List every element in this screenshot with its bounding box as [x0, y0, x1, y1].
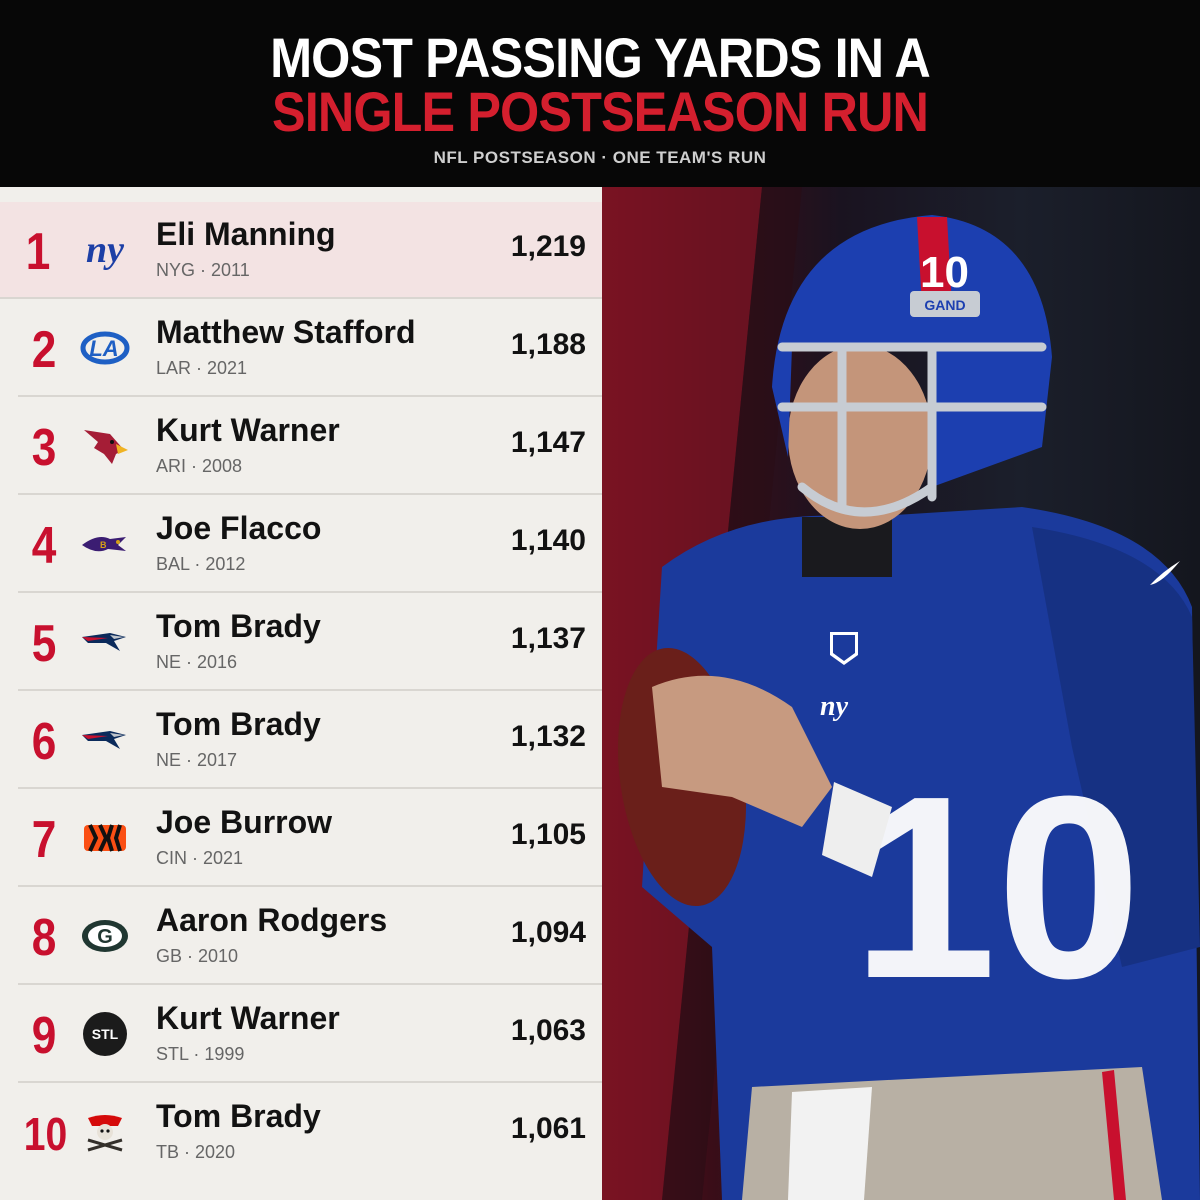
yards-value: 1,132 — [510, 720, 586, 753]
rank-number: 5 — [31, 615, 57, 673]
yards-value: 1,147 — [510, 426, 586, 459]
svg-text:ny: ny — [86, 230, 124, 270]
rank-number: 2 — [31, 321, 57, 379]
svg-text:G: G — [97, 926, 113, 948]
bengals-logo-icon — [80, 816, 130, 860]
player-meta: ARI · 2008 — [156, 456, 243, 476]
player-name: Joe Flacco — [156, 510, 322, 546]
ranking-row-9: 9 STL Kurt Warner STL · 1999 1,063 — [18, 986, 602, 1083]
player-name: Kurt Warner — [156, 1000, 340, 1036]
rank-number: 7 — [31, 811, 57, 869]
player-meta: CIN · 2021 — [156, 848, 244, 868]
rankings-list: 1 ny Eli Manning NYG · 2011 1,219 2 LA M… — [0, 187, 602, 1200]
player-meta: BAL · 2012 — [156, 554, 246, 574]
yards-value: 1,061 — [510, 1112, 586, 1145]
yards-value: 1,063 — [510, 1014, 586, 1047]
rank-number: 10 — [23, 1108, 68, 1160]
patriots-logo-icon — [80, 620, 130, 664]
ranking-row-2: 2 LA Matthew Stafford LAR · 2021 1,188 — [18, 300, 602, 397]
ranking-row-7: 7 Joe Burrow CIN · 2021 1,105 — [18, 790, 602, 887]
ranking-row-4: 4 B Joe Flacco BAL · 2012 1,140 — [18, 496, 602, 593]
player-meta: NYG · 2011 — [156, 260, 250, 280]
yards-value: 1,094 — [510, 916, 586, 949]
rank-number: 1 — [25, 223, 51, 281]
ravens-logo-icon: B — [80, 522, 130, 566]
header: MOST PASSING YARDS IN A SINGLE POSTSEASO… — [0, 0, 1200, 187]
svg-text:B: B — [100, 540, 107, 550]
player-name: Joe Burrow — [156, 804, 333, 840]
rank-number: 9 — [31, 1007, 57, 1065]
packers-logo-icon: G — [80, 914, 130, 958]
rams-logo-icon: LA — [80, 326, 130, 370]
patriots-logo-icon — [80, 718, 130, 762]
yards-value: 1,188 — [510, 328, 586, 361]
giants-logo-icon: ny — [80, 228, 130, 272]
player-name: Tom Brady — [156, 706, 321, 742]
player-name: Kurt Warner — [156, 412, 340, 448]
subtitle: NFL POSTSEASON · ONE TEAM'S RUN — [433, 148, 767, 167]
rank-number: 6 — [31, 713, 57, 771]
yards-value: 1,140 — [510, 524, 586, 557]
cardinals-logo-icon — [80, 424, 130, 468]
rank-number: 8 — [31, 909, 57, 967]
ranking-row-5: 5 Tom Brady NE · 2016 1,137 — [18, 594, 602, 691]
jersey-number: 10 — [852, 743, 1141, 1033]
ranking-row-6: 6 Tom Brady NE · 2017 1,132 — [18, 692, 602, 789]
helmet-text: GAND — [924, 297, 965, 313]
rank-number: 4 — [31, 517, 57, 575]
helmet-number: 10 — [920, 248, 969, 297]
title-line2: SINGLE POSTSEASON RUN — [272, 80, 929, 143]
ranking-row-10: 10 Tom Brady TB · 2020 1,061 — [18, 1084, 602, 1181]
jersey-logo: ny — [820, 691, 849, 722]
player-meta: LAR · 2021 — [156, 358, 248, 378]
player-meta: NE · 2017 — [156, 750, 238, 770]
title-line1: MOST PASSING YARDS IN A — [270, 26, 931, 89]
stl-logo-icon: STL — [80, 1012, 130, 1056]
yards-value: 1,105 — [510, 818, 586, 851]
ranking-row-3: 3 Kurt Warner ARI · 2008 1,147 — [18, 398, 602, 495]
quarterback-photo: 10 ny 10 GAND — [602, 187, 1200, 1200]
player-meta: NE · 2016 — [156, 652, 238, 672]
player-meta: GB · 2010 — [156, 946, 239, 966]
player-name: Aaron Rodgers — [156, 902, 388, 938]
player-name: Tom Brady — [156, 1098, 321, 1134]
ranking-row-1: 1 ny Eli Manning NYG · 2011 1,219 — [0, 202, 602, 299]
buccaneers-logo-icon — [80, 1110, 130, 1154]
svg-text:STL: STL — [92, 1026, 119, 1042]
player-name: Tom Brady — [156, 608, 321, 644]
rank-number: 3 — [31, 419, 57, 477]
player-name: Eli Manning — [156, 216, 336, 252]
svg-text:LA: LA — [89, 336, 118, 361]
player-meta: TB · 2020 — [156, 1142, 236, 1162]
player-meta: STL · 1999 — [156, 1044, 245, 1064]
ranking-row-8: 8 G Aaron Rodgers GB · 2010 1,094 — [18, 888, 602, 985]
yards-value: 1,219 — [510, 230, 586, 263]
yards-value: 1,137 — [510, 622, 586, 655]
player-name: Matthew Stafford — [156, 314, 416, 350]
